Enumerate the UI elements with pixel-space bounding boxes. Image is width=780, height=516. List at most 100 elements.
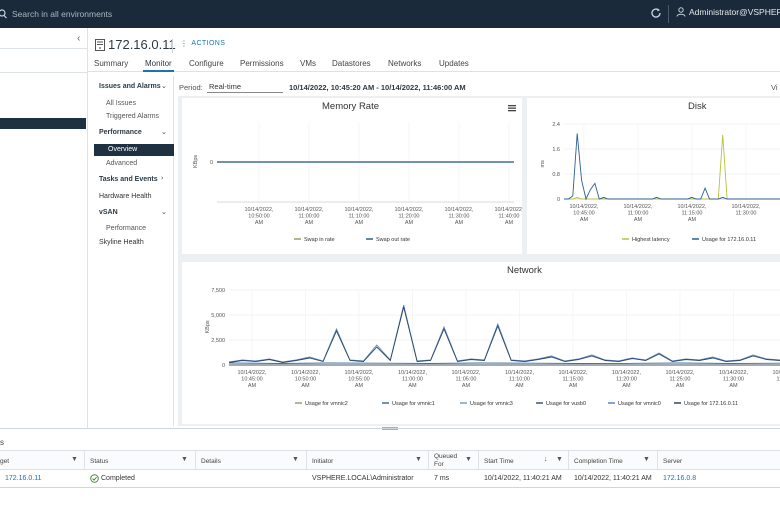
y-tick-label: 7,500 [211, 288, 225, 294]
inventory-tree: ‹ [0, 28, 88, 428]
nav-triggered-alarms[interactable]: Triggered Alarms [106, 113, 160, 120]
top-bar: Search in all environments Administrator… [0, 0, 780, 28]
x-tick-label: 10/14/2022, 11:05:00 AM [451, 370, 481, 389]
tab-monitor[interactable]: Monitor [145, 59, 172, 68]
global-search[interactable]: Search in all environments [0, 6, 112, 22]
disk-plot: 2.4 1.6 0.8 0 ms 10/14/2022, 10:45:00 AM 10/14/2… [540, 122, 780, 243]
col-initiator[interactable]: Initiator [312, 458, 334, 465]
tab-vms[interactable]: VMs [300, 59, 316, 68]
period-select[interactable]: Real-time [207, 81, 283, 93]
collapse-chevron-icon[interactable]: ‹ [77, 33, 81, 44]
chevron-down-icon[interactable]: ⌄ [161, 209, 167, 216]
col-status[interactable]: Status [90, 458, 109, 465]
x-tick-label: 10/14/2022, 11:25:00 AM [665, 370, 695, 389]
y-tick-label: 1.6 [552, 147, 560, 153]
nav-all-issues[interactable]: All Issues [106, 100, 136, 107]
user-name: Administrator@VSPHERE.LO [689, 7, 780, 17]
col-divider [657, 450, 658, 470]
legend-label: Usage for vusb0 [546, 401, 586, 407]
search-icon [0, 9, 7, 19]
nav-vsan-performance[interactable]: Performance [106, 225, 147, 232]
col-completion-time[interactable]: Completion Time [574, 458, 623, 465]
resize-grip[interactable] [382, 427, 398, 430]
object-tabs: Summary Monitor Configure Permissions VM… [88, 56, 780, 72]
filter-icon[interactable]: ▼ [643, 456, 650, 463]
nav-vsan[interactable]: vSAN [99, 209, 118, 216]
filter-icon[interactable]: ▼ [556, 456, 563, 463]
tab-datastores[interactable]: Datastores [332, 59, 371, 68]
tab-permissions[interactable]: Permissions [240, 59, 284, 68]
legend-label: Usage for vmnic0 [618, 401, 661, 407]
filter-icon[interactable]: ▼ [415, 456, 422, 463]
chevron-right-icon[interactable]: › [161, 175, 164, 182]
x-tick-label: 10/14/2022, 11:00:00 AM [623, 204, 653, 223]
chevron-down-icon[interactable]: ⌄ [161, 129, 167, 136]
search-placeholder: Search in all environments [12, 9, 113, 19]
object-header: 172.16.0.11 ⋮ ACTIONS [88, 28, 780, 72]
y-tick-label: 2,500 [211, 338, 225, 344]
col-details[interactable]: Details [201, 458, 221, 465]
tree-divider [0, 48, 88, 49]
x-tick-label: 10/14/2022, 11:30:00 AM [719, 370, 749, 389]
chart-menu-icon[interactable] [507, 103, 517, 113]
tab-updates[interactable]: Updates [439, 59, 469, 68]
y-tick-label: 0.8 [552, 172, 560, 178]
col-server[interactable]: Server [663, 458, 683, 465]
view-label[interactable]: Vi [771, 83, 778, 92]
task-start-time: 10/14/2022, 11:40:21 AM [484, 475, 562, 482]
page-title: 172.16.0.11 [108, 37, 176, 52]
y-tick-label: 0 [557, 197, 560, 203]
col-target[interactable]: get [0, 458, 10, 465]
tab-summary[interactable]: Summary [94, 59, 129, 68]
filter-icon[interactable]: ▼ [181, 456, 188, 463]
legend-label: Usage for 172.16.0.11 [684, 401, 738, 407]
legend-label: Swap out rate [376, 237, 410, 243]
col-queued-for[interactable]: Queued For [434, 453, 458, 468]
refresh-icon[interactable] [649, 6, 663, 20]
nav-hardware-health[interactable]: Hardware Health [99, 193, 152, 200]
x-tick-label: 10/14/2022, 11:40:00 AM [494, 207, 522, 226]
x-tick-label: 10/14/2022, 11:00:00 AM [398, 370, 428, 389]
network-chart: Network 7,500 5,000 2,500 0 KBps 10/14/2022, 1… [182, 262, 780, 424]
legend-label: Swap in rate [304, 237, 335, 243]
chevron-down-icon[interactable]: ⌄ [161, 83, 167, 90]
task-server-link[interactable]: 172.16.0.8 [663, 475, 697, 482]
tree-selected-host[interactable] [0, 118, 86, 129]
recent-tasks-panel: s get ▼ Status ▼ Details ▼ Initiator ▼ Q… [0, 427, 780, 516]
tab-configure[interactable]: Configure [189, 59, 224, 68]
nav-tasks-events[interactable]: Tasks and Events [99, 176, 158, 183]
y-tick-label: 5,000 [211, 313, 225, 319]
user-menu[interactable]: Administrator@VSPHERE.LO [676, 7, 780, 17]
filter-icon[interactable]: ▼ [465, 456, 472, 463]
y-axis-label: KBps [193, 155, 199, 168]
nav-overview[interactable]: Overview [94, 144, 174, 156]
col-divider [568, 450, 569, 470]
task-target-link[interactable]: 172.16.0.11 [5, 475, 42, 482]
memory-rate-chart: Memory Rate 0 KBps 10/14/2022, 10:50:00 AM 10… [182, 98, 522, 254]
col-start-time[interactable]: Start Time [484, 458, 514, 465]
task-completion-time: 10/14/2022, 11:40:21 AM [574, 475, 652, 482]
nav-issues-alarms[interactable]: Issues and Alarms [99, 83, 161, 90]
actions-menu[interactable]: ⋮ ACTIONS [180, 38, 225, 48]
legend-label: Highest latency [632, 237, 670, 243]
nav-skyline-health[interactable]: Skyline Health [99, 239, 144, 246]
nav-advanced[interactable]: Advanced [106, 160, 138, 167]
tab-networks[interactable]: Networks [388, 59, 422, 68]
chart-title: Disk [688, 101, 707, 112]
col-divider [428, 450, 429, 470]
active-tab-indicator [143, 70, 174, 72]
tree-divider [0, 72, 88, 73]
series-line [228, 304, 780, 363]
filter-icon[interactable]: ▼ [71, 456, 78, 463]
kebab-icon: ⋮ [180, 38, 189, 48]
filter-icon[interactable]: ▼ [292, 456, 299, 463]
x-tick-label: 10/14/2022, 11:20:00 AM [612, 370, 642, 389]
table-row[interactable] [0, 470, 780, 488]
x-tick-label: 10/14/2022, 10:50:00 AM [244, 207, 274, 226]
sort-down-icon[interactable]: ↓ [544, 456, 548, 463]
y-tick-label: 2.4 [552, 122, 560, 128]
task-initiator: VSPHERE.LOCAL\Administrator [312, 475, 414, 482]
nav-performance[interactable]: Performance [99, 129, 142, 136]
